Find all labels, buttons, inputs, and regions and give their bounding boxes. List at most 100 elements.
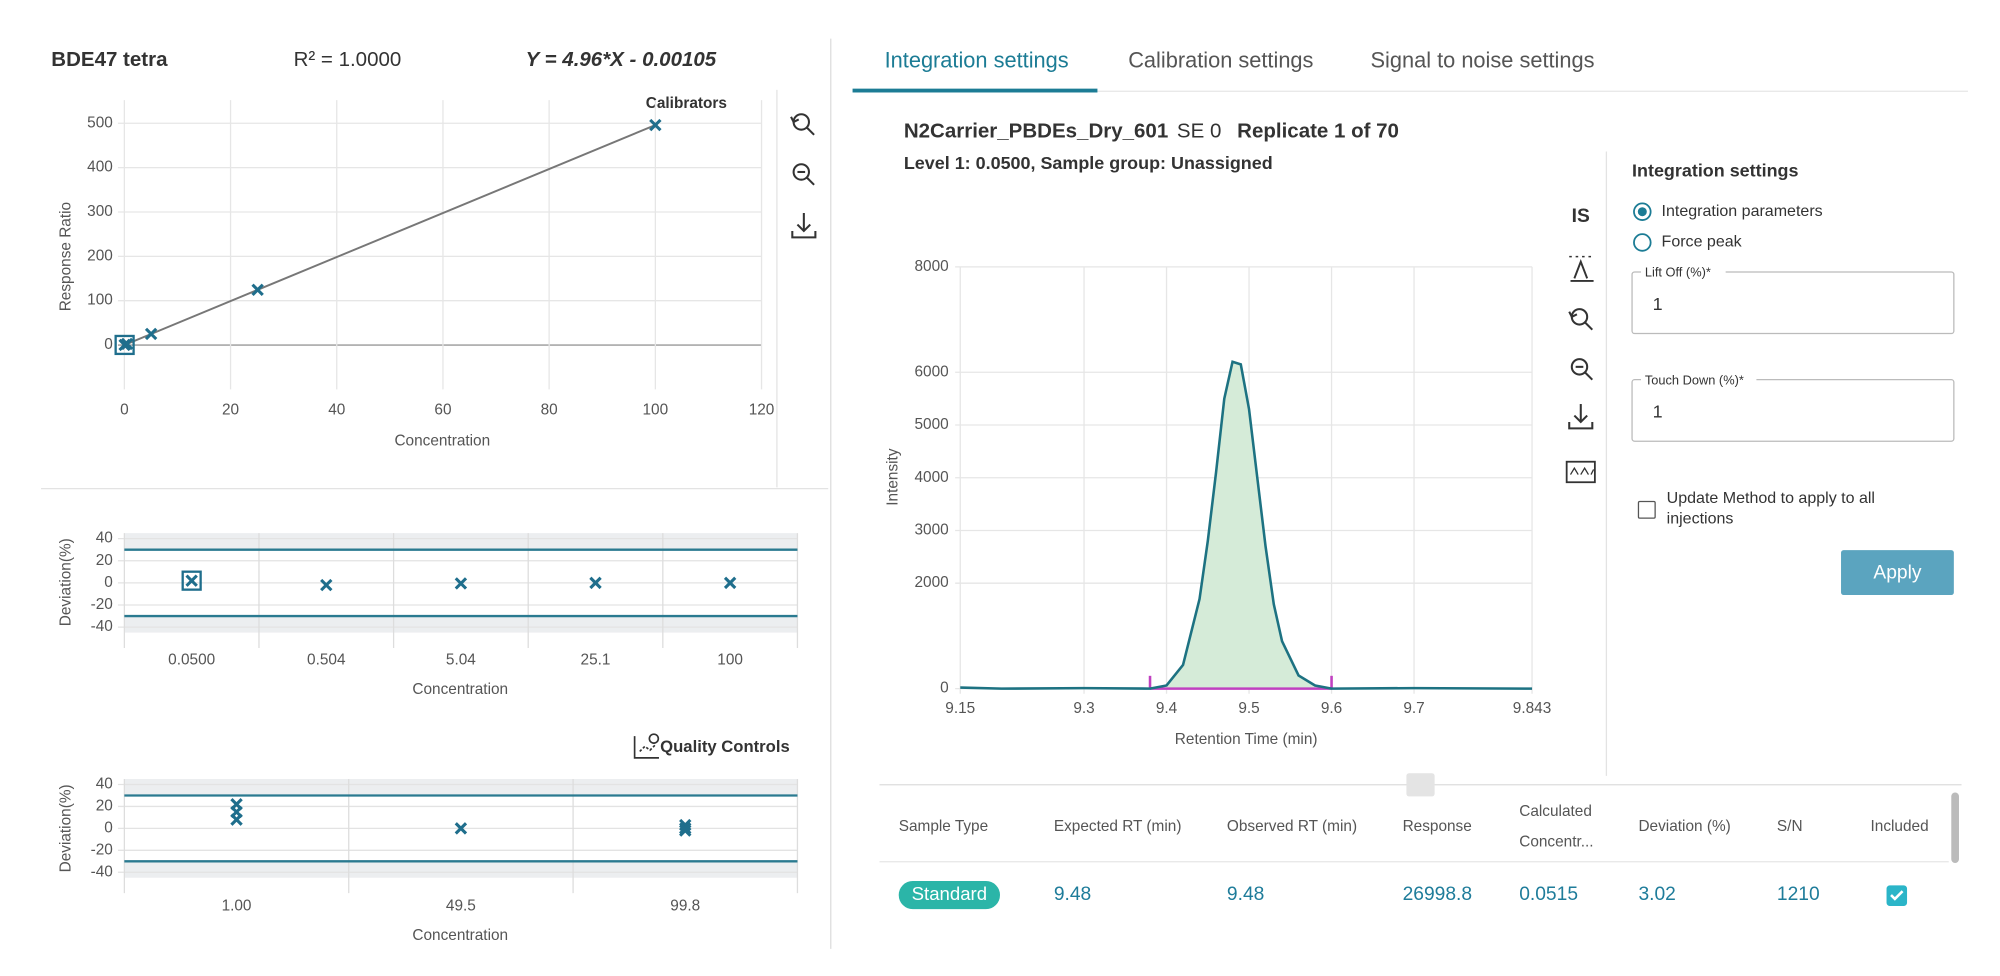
y-tick-label: 0: [104, 574, 113, 591]
touch-down-input[interactable]: [1631, 379, 1955, 442]
cell: 26998.8: [1403, 884, 1472, 905]
x-tick-label: 0: [120, 401, 129, 418]
peak-label-icon[interactable]: [1569, 255, 1594, 282]
y-tick-label: 200: [87, 247, 113, 264]
x-tick-label: 0.0500: [168, 651, 215, 668]
deviation-point: [230, 813, 243, 826]
column-header: Response: [1403, 818, 1472, 835]
x-tick-label: 9.5: [1238, 700, 1259, 717]
peak-area: [1150, 361, 1332, 689]
y-tick-label: -40: [91, 863, 113, 880]
x-axis-title: Concentration: [394, 432, 490, 449]
tab[interactable]: Integration settings: [885, 47, 1069, 72]
tab[interactable]: Calibration settings: [1128, 47, 1313, 72]
tab[interactable]: Signal to noise settings: [1371, 47, 1595, 72]
scrollbar[interactable]: [1951, 792, 1959, 863]
y-axis-title: Intensity: [885, 448, 902, 506]
column-header: Observed RT (min): [1227, 818, 1357, 835]
selected-box[interactable]: [181, 570, 202, 591]
cell: 9.48: [1227, 884, 1264, 905]
zoom-reset-icon[interactable]: [1568, 308, 1594, 331]
x-tick-label: 120: [749, 401, 775, 418]
download-icon[interactable]: [1568, 404, 1594, 430]
deviation-point: [589, 576, 602, 590]
compound-name: BDE47 tetra: [51, 48, 168, 71]
y-axis-title: Response Ratio: [58, 202, 75, 311]
y-tick-label: 100: [87, 292, 113, 309]
overlay-icon[interactable]: [1565, 460, 1596, 484]
limit-band: [124, 616, 798, 633]
x-tick-label: 60: [434, 401, 451, 418]
y-tick-label: 4000: [914, 469, 948, 486]
cell: 9.48: [1054, 884, 1091, 905]
x-tick-label: 80: [541, 401, 558, 418]
y-tick-label: 8000: [914, 258, 948, 275]
column-header: Sample Type: [899, 818, 988, 835]
x-tick-label: 25.1: [581, 651, 611, 668]
sample-name: N2Carrier_PBDEs_Dry_601: [904, 120, 1168, 143]
x-tick-label: 9.15: [945, 700, 975, 717]
y-tick-label: 300: [87, 203, 113, 220]
radio[interactable]: [1633, 233, 1652, 252]
is-toggle[interactable]: IS: [1572, 206, 1590, 227]
input-value: 1: [1653, 402, 1663, 422]
y-tick-label: 500: [87, 114, 113, 131]
deviation-point: [679, 824, 692, 837]
lift-off-input[interactable]: [1631, 271, 1955, 335]
check: [1890, 890, 1904, 901]
limit-band: [124, 533, 798, 550]
y-tick-label: 0: [104, 336, 113, 353]
x-tick-label: 9.6: [1321, 700, 1342, 717]
x-tick-label: 9.3: [1073, 700, 1094, 717]
x-tick-label: 9.843: [1513, 700, 1551, 717]
limit-band: [124, 779, 798, 796]
y-tick-label: -20: [91, 596, 113, 613]
input-label: Touch Down (%)*: [1645, 372, 1744, 387]
limit-band: [124, 861, 798, 878]
column-header: Included: [1871, 818, 1929, 835]
deviation-point: [454, 822, 468, 835]
x-tick-label: 0.504: [307, 651, 346, 668]
y-axis-title: Deviation(%): [58, 538, 75, 626]
zoom-out-icon[interactable]: [1570, 358, 1594, 381]
y-tick-label: -20: [91, 841, 113, 858]
r-squared: R² = 1.0000: [294, 48, 402, 71]
y-tick-label: 20: [96, 798, 113, 815]
download-icon[interactable]: [791, 213, 817, 239]
checkbox-label: injections: [1667, 510, 1734, 528]
deviation-point: [679, 822, 692, 835]
sample-type-pill: [898, 880, 1000, 910]
apply-button[interactable]: [1841, 550, 1954, 596]
sample-type: Standard: [912, 883, 987, 904]
deviation-point: [185, 574, 198, 587]
radio-label: Force peak: [1662, 233, 1743, 251]
zoom-reset-icon[interactable]: [790, 113, 815, 136]
equation: Y = 4.96*X - 0.00105: [526, 48, 717, 71]
radio-dot: [1637, 207, 1647, 217]
x-axis-title: Concentration: [412, 681, 508, 698]
column-header: Concentr...: [1519, 834, 1593, 851]
y-tick-label: 2000: [914, 574, 948, 591]
update-checkbox[interactable]: [1637, 500, 1656, 519]
x-axis-title: Concentration: [412, 927, 508, 944]
zoom-out-icon[interactable]: [792, 163, 815, 186]
label-bg: [1641, 266, 1726, 280]
x-tick-label: 1.00: [222, 898, 252, 915]
y-tick-label: 20: [96, 552, 113, 569]
x-tick-label: 40: [328, 401, 345, 418]
deviation-point: [454, 577, 468, 590]
cell: 1210: [1777, 884, 1820, 905]
deviation-point: [723, 576, 737, 590]
resize-handle[interactable]: [1406, 773, 1435, 797]
selected-box[interactable]: [114, 334, 135, 356]
column-header: S/N: [1777, 818, 1803, 835]
trace: [960, 360, 1533, 690]
qc-icon[interactable]: [633, 733, 660, 759]
input-label: Lift Off (%)*: [1645, 265, 1711, 280]
y-tick-label: 0: [940, 680, 949, 697]
calibrator-point: [144, 327, 158, 341]
x-tick-label: 100: [643, 401, 669, 418]
x-tick-label: 49.5: [446, 898, 476, 915]
column-header: Calculated: [1519, 803, 1592, 820]
